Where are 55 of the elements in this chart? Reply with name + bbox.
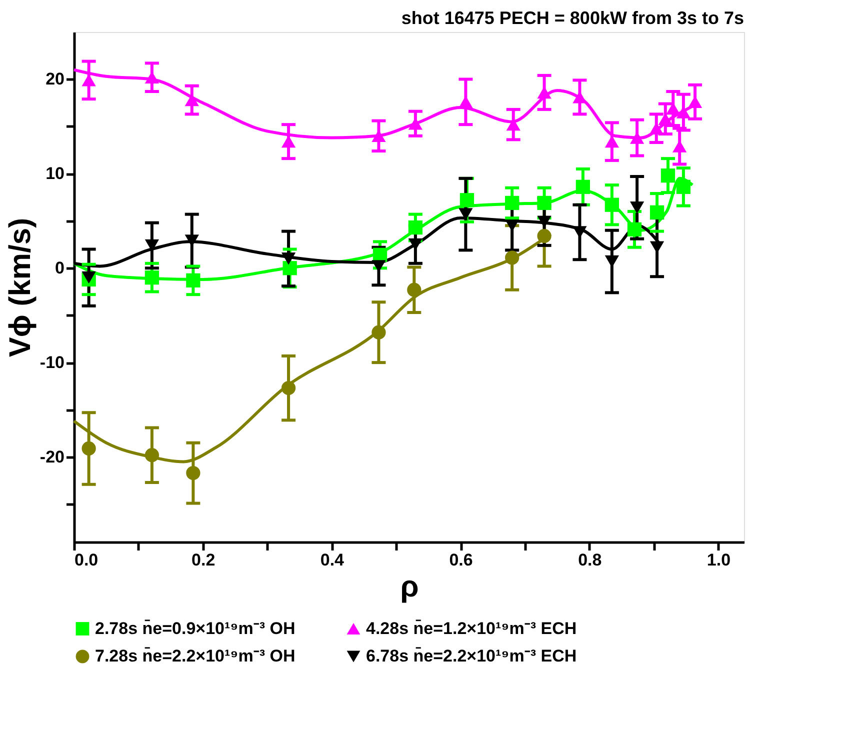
y-tick-label: 20 [46,70,64,89]
x-tick-label: 0.6 [449,550,473,570]
chart-title: shot 16475 PECH = 800kW from 3s to 7s [401,8,744,28]
point [82,441,96,456]
point [372,260,386,272]
point [144,71,160,84]
y-axis-title: Vϕ (km/s) [4,218,37,358]
point [576,180,590,194]
point [676,180,691,194]
point [649,122,664,134]
point [650,241,664,254]
legend-label: 2.78s n̄e=0.9×10¹⁹m⁻³ OH [95,618,296,638]
x-tick-label: 0.0 [74,550,98,570]
x-tick-label: 1.0 [706,550,731,570]
point [82,74,96,86]
x-tick-label: 0.2 [192,550,216,570]
point [505,250,520,265]
point [184,234,199,247]
point [186,466,200,480]
point [660,168,676,183]
y-tick-label: -10 [40,353,64,372]
point [82,271,96,284]
point [458,208,473,220]
point [630,202,644,214]
point [186,273,200,288]
point [281,252,296,265]
x-tick-label: 0.8 [578,550,602,570]
legend-label: 7.28s n̄e=2.2×10¹⁹m⁻³ OH [95,646,296,666]
point [281,381,296,396]
point [505,196,520,210]
point [460,193,474,208]
y-tick-label: -20 [40,448,64,466]
point [572,226,587,238]
point [537,216,552,228]
point [537,228,552,244]
point [144,448,160,462]
point [144,270,160,285]
x-axis-title: ρ [400,570,419,604]
point [650,205,664,220]
y-tick-label: 0 [55,258,64,278]
legend-label: 4.28s n̄e=1.2×10¹⁹m⁻³ ECH [366,618,577,638]
point [537,196,552,210]
point [572,91,587,104]
point [407,282,422,297]
point [372,325,386,340]
y-tick-label: 10 [46,164,64,184]
point [408,220,423,235]
point [604,198,620,212]
point [630,132,644,144]
legend-label: 6.78s n̄e=2.2×10¹⁹m⁻³ ECH [366,646,577,666]
point [676,106,691,118]
point [627,222,642,236]
point [672,140,687,152]
point [282,261,297,276]
x-tick-label: 0.4 [320,550,345,570]
